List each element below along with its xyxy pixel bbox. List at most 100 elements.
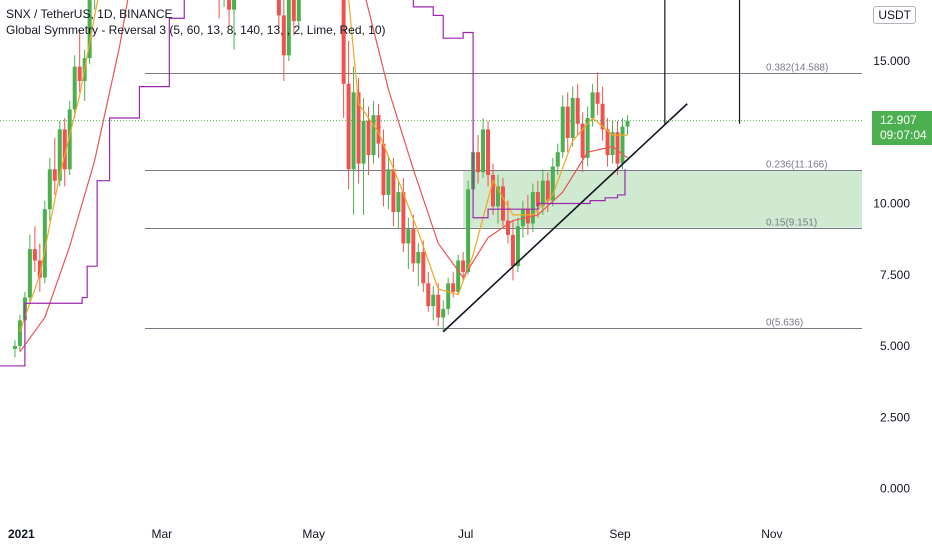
candle-body — [610, 132, 615, 156]
measure-annotations: 4.603 (35.94%) 460311.060 (85.54%) 11060 — [442, 0, 741, 333]
candle-body — [446, 283, 451, 309]
candle-body — [281, 15, 286, 56]
candle-body — [585, 118, 590, 158]
candle-body — [580, 123, 585, 158]
candle-body — [12, 346, 17, 349]
y-tick-label: 5.000 — [880, 339, 910, 353]
candle-body — [491, 175, 496, 207]
x-tick-label: 2021 — [8, 527, 35, 541]
candle-body — [466, 189, 471, 272]
indicator-lines — [0, 0, 628, 367]
price-axis: 0.0002.5005.0007.50010.00012.50015.00017… — [873, 54, 910, 496]
bar-countdown: 09:07:04 — [880, 127, 927, 142]
candle-body — [505, 220, 510, 235]
candle-body — [47, 169, 52, 210]
candle-body — [441, 308, 446, 318]
candle-body — [351, 92, 356, 170]
candle-body — [371, 115, 376, 156]
candle-body — [62, 129, 67, 170]
x-tick-label: May — [302, 527, 325, 541]
fibonacci-retracement: 1(29.071)0.786(24.056)0.618(20.119)0.5(1… — [145, 63, 862, 329]
candle-body — [72, 66, 77, 110]
candle-body — [530, 192, 535, 224]
candle-body — [615, 132, 620, 164]
y-tick-label: 2.500 — [880, 410, 910, 424]
candle-body — [386, 169, 391, 195]
candle-body — [396, 192, 401, 213]
candle-body — [341, 0, 346, 84]
currency-button[interactable]: USDT — [873, 6, 916, 24]
candle-body — [361, 120, 366, 164]
candle-body — [52, 169, 57, 181]
candlesticks — [12, 0, 630, 358]
candle-body — [32, 249, 37, 261]
y-tick-label: 15.000 — [873, 54, 910, 68]
x-tick-label: Mar — [152, 527, 173, 541]
y-tick-label: 10.000 — [873, 197, 910, 211]
candle-body — [227, 0, 232, 10]
last-price-value: 12.907 — [880, 112, 917, 127]
candle-body — [416, 251, 421, 264]
candle-body — [451, 283, 456, 292]
candle-body — [515, 226, 520, 267]
candle-body — [421, 251, 426, 284]
candle-body — [500, 186, 505, 221]
candle-body — [570, 98, 575, 138]
candle-body — [276, 0, 281, 16]
candle-body — [550, 166, 555, 201]
candle-body — [540, 180, 545, 207]
candle-body — [535, 192, 540, 207]
candle-body — [486, 129, 491, 175]
candle-body — [426, 283, 431, 307]
x-tick-label: Nov — [761, 527, 782, 541]
candle-body — [431, 294, 436, 307]
candle-body — [545, 180, 550, 201]
candle-body — [57, 129, 62, 181]
candle-body — [600, 103, 605, 130]
candle-body — [525, 209, 530, 224]
candle-body — [590, 92, 595, 118]
candle-body — [406, 229, 411, 244]
indicator-line-slow — [19, 0, 628, 353]
candle-body — [560, 106, 565, 153]
time-axis: 2021 Mar May Jul Sep Nov — [8, 527, 783, 541]
x-tick-label: Jul — [458, 527, 473, 541]
candle-body — [620, 126, 625, 164]
candle-body — [555, 152, 560, 167]
y-tick-label: 7.500 — [880, 268, 910, 282]
candle-body — [87, 0, 92, 59]
candle-body — [291, 0, 296, 22]
candle-body — [595, 92, 600, 104]
last-price-tag: 12.907 09:07:04 — [872, 110, 932, 145]
candle-body — [232, 0, 237, 10]
x-tick-label: Sep — [609, 527, 631, 541]
candle-body — [27, 249, 32, 298]
symbol-title[interactable]: SNX / TetherUS, 1D, BINANCE — [6, 7, 173, 21]
candle-body — [42, 209, 47, 278]
fib-level-label: 0.382(14.588) — [766, 63, 828, 74]
indicator-title[interactable]: Global Symmetry - Reversal 3 (5, 60, 13,… — [6, 23, 386, 37]
candle-body — [381, 143, 386, 195]
indicator-line-baseline — [0, 0, 626, 367]
candle-body — [67, 109, 72, 170]
candle-body — [286, 0, 291, 56]
candle-body — [476, 152, 481, 173]
candle-body — [401, 192, 406, 244]
trend-line — [442, 103, 688, 333]
chart-legend: SNX / TetherUS, 1D, BINANCE Global Symme… — [6, 6, 386, 38]
candle-body — [37, 260, 42, 278]
candle-body — [496, 186, 500, 207]
candle-body — [575, 98, 580, 124]
candle-body — [481, 129, 486, 173]
candle-body — [17, 320, 22, 346]
candle-body — [366, 120, 371, 156]
candle-body — [296, 0, 301, 22]
candle-body — [461, 260, 466, 272]
candle-body — [456, 260, 461, 292]
candle-body — [436, 294, 441, 318]
fib-level-label: 0(5.636) — [766, 318, 803, 329]
candle-body — [605, 129, 610, 156]
fib-level-label: 0.15(9.151) — [766, 218, 817, 229]
candle-body — [346, 83, 351, 170]
